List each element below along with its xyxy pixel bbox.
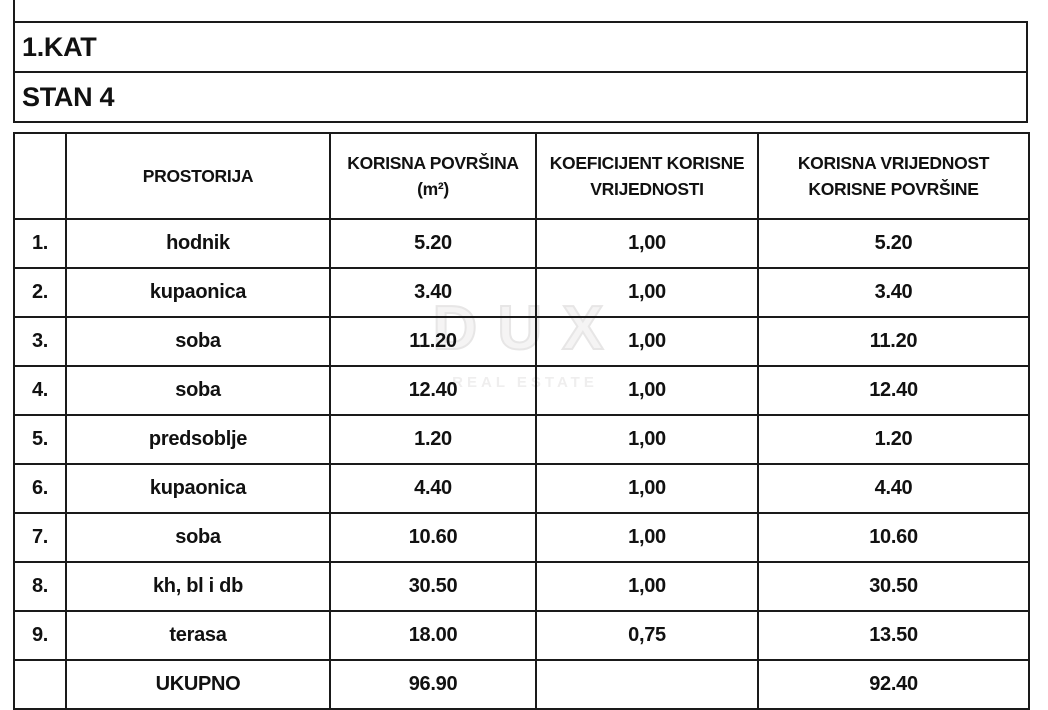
header-value-label-line2: KORISNE POVRŠINE	[808, 179, 979, 199]
room-cell: kh, bl i db	[65, 561, 331, 612]
area-table: PROSTORIJA KORISNA POVRŠINA (m²) KOEFICI…	[13, 132, 1030, 710]
coefficient-cell: 0,75	[535, 610, 759, 661]
total-row: UKUPNO 96.90 92.40	[13, 659, 1030, 710]
total-label-cell: UKUPNO	[65, 659, 331, 710]
area-cell: 4.40	[329, 463, 537, 514]
value-cell: 10.60	[757, 512, 1030, 563]
row-number-cell: 1.	[13, 218, 67, 269]
floor-apartment-banner: 1.KAT STAN 4	[13, 21, 1028, 123]
row-number-cell: 6.	[13, 463, 67, 514]
header-room-label: PROSTORIJA	[142, 165, 254, 186]
table-row: 6. kupaonica 4.40 1,00 4.40	[13, 463, 1030, 514]
area-cell: 3.40	[329, 267, 537, 318]
room-cell: soba	[65, 316, 331, 367]
coefficient-cell: 1,00	[535, 463, 759, 514]
value-cell: 4.40	[757, 463, 1030, 514]
table-row: 7. soba 10.60 1,00 10.60	[13, 512, 1030, 563]
room-cell: soba	[65, 365, 331, 416]
area-cell: 10.60	[329, 512, 537, 563]
value-cell: 11.20	[757, 316, 1030, 367]
area-cell: 12.40	[329, 365, 537, 416]
table-row: 2. kupaonica 3.40 1,00 3.40	[13, 267, 1030, 318]
area-table-body: 1. hodnik 5.20 1,00 5.20 2. kupaonica 3.…	[13, 218, 1030, 710]
coefficient-cell: 1,00	[535, 512, 759, 563]
coefficient-cell: 1,00	[535, 218, 759, 269]
room-cell: terasa	[65, 610, 331, 661]
room-cell: kupaonica	[65, 267, 331, 318]
row-number-cell: 2.	[13, 267, 67, 318]
coefficient-cell: 1,00	[535, 365, 759, 416]
header-coefficient-cell: KOEFICIJENT KORISNE VRIJEDNOSTI	[535, 132, 759, 220]
coefficient-cell: 1,00	[535, 316, 759, 367]
header-room-cell: PROSTORIJA	[65, 132, 331, 220]
header-area-label-line1: KORISNA POVRŠINA	[347, 152, 519, 173]
area-cell: 11.20	[329, 316, 537, 367]
total-coefficient-cell	[535, 659, 759, 710]
coefficient-cell: 1,00	[535, 414, 759, 465]
value-cell: 13.50	[757, 610, 1030, 661]
total-area-cell: 96.90	[329, 659, 537, 710]
row-number-cell: 7.	[13, 512, 67, 563]
row-number-cell: 4.	[13, 365, 67, 416]
value-cell: 3.40	[757, 267, 1030, 318]
header-index-cell	[13, 132, 67, 220]
apartment-label: STAN 4	[15, 71, 1026, 121]
total-number-cell	[13, 659, 67, 710]
area-cell: 18.00	[329, 610, 537, 661]
header-coefficient-label-line1: KOEFICIJENT KORISNE	[549, 152, 745, 173]
floor-label: 1.KAT	[22, 31, 97, 62]
room-cell: hodnik	[65, 218, 331, 269]
table-row: 3. soba 11.20 1,00 11.20	[13, 316, 1030, 367]
row-number-cell: 3.	[13, 316, 67, 367]
row-number-cell: 8.	[13, 561, 67, 612]
table-row: 4. soba 12.40 1,00 12.40	[13, 365, 1030, 416]
header-value-label-line1: KORISNA VRIJEDNOST	[797, 152, 990, 173]
value-cell: 30.50	[757, 561, 1030, 612]
table-row: 1. hodnik 5.20 1,00 5.20	[13, 218, 1030, 269]
table-border-fragment	[13, 0, 15, 21]
area-table-header: PROSTORIJA KORISNA POVRŠINA (m²) KOEFICI…	[13, 132, 1030, 220]
header-area-label-line2: (m²)	[417, 179, 449, 199]
row-number-cell: 5.	[13, 414, 67, 465]
table-row: 8. kh, bl i db 30.50 1,00 30.50	[13, 561, 1030, 612]
table-row: 9. terasa 18.00 0,75 13.50	[13, 610, 1030, 661]
room-cell: soba	[65, 512, 331, 563]
header-row: PROSTORIJA KORISNA POVRŠINA (m²) KOEFICI…	[13, 132, 1030, 220]
coefficient-cell: 1,00	[535, 267, 759, 318]
table-row: 5. predsoblje 1.20 1,00 1.20	[13, 414, 1030, 465]
value-cell: 12.40	[757, 365, 1030, 416]
total-value-cell: 92.40	[757, 659, 1030, 710]
header-value-cell: KORISNA VRIJEDNOST KORISNE POVRŠINE	[757, 132, 1030, 220]
room-cell: predsoblje	[65, 414, 331, 465]
header-coefficient-label-line2: VRIJEDNOSTI	[590, 179, 704, 199]
coefficient-cell: 1,00	[535, 561, 759, 612]
row-number-cell: 9.	[13, 610, 67, 661]
value-cell: 1.20	[757, 414, 1030, 465]
header-area-cell: KORISNA POVRŠINA (m²)	[329, 132, 537, 220]
room-cell: kupaonica	[65, 463, 331, 514]
area-cell: 30.50	[329, 561, 537, 612]
value-cell: 5.20	[757, 218, 1030, 269]
area-cell: 5.20	[329, 218, 537, 269]
area-cell: 1.20	[329, 414, 537, 465]
